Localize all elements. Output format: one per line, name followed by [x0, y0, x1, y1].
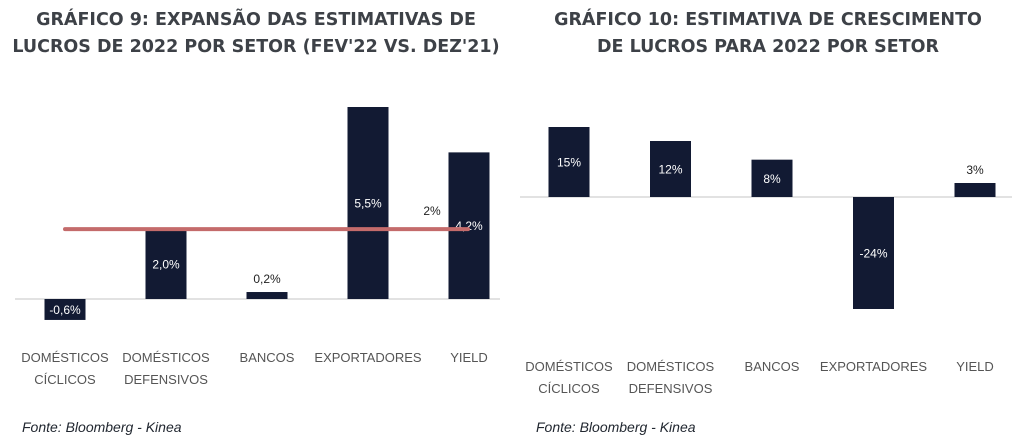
category-label: BANCOS	[240, 350, 295, 365]
chart-panel-9: GRÁFICO 9: EXPANSÃO DAS ESTIMATIVAS DE L…	[0, 7, 512, 435]
data-label: -24%	[859, 247, 887, 261]
data-label: 0,2%	[253, 272, 281, 286]
bar	[44, 299, 86, 320]
chart-title-line: GRÁFICO 9: EXPANSÃO DAS ESTIMATIVAS DE	[36, 10, 476, 30]
bar-chart: 15% DOMÉSTICOS CÍCLICOS 12% DOMÉSTICOS DEFENS…	[520, 127, 1012, 396]
category-label: YIELD	[450, 350, 488, 365]
source-note: Fonte: Bloomberg - Kinea	[536, 419, 696, 435]
data-label: 5,5%	[354, 197, 382, 211]
category-label: BANCOS	[745, 359, 800, 374]
data-label: 2,0%	[152, 258, 180, 272]
category-label: DOMÉSTICOS	[627, 359, 715, 374]
category-label: DOMÉSTICOS	[21, 350, 109, 365]
bar-chart: -0,6% DOMÉSTICOS CÍCLICOS 2,0% DOMÉSTICOS DEF…	[15, 107, 500, 387]
category-label: CÍCLICOS	[34, 372, 96, 387]
bar	[751, 159, 793, 197]
chart-title: GRÁFICO 10: ESTIMATIVA DE CRESCIMENTO DE…	[512, 7, 1024, 61]
source-note: Fonte: Bloomberg - Kinea	[22, 419, 182, 435]
category-label: EXPORTADORES	[820, 359, 927, 374]
chart-title-line: LUCROS DE 2022 POR SETOR (FEV'22 VS. DEZ…	[12, 37, 500, 57]
data-label: 8%	[763, 172, 781, 186]
bar	[145, 229, 187, 299]
chart-title-line: DE LUCROS PARA 2022 POR SETOR	[597, 37, 939, 57]
bar	[448, 152, 490, 299]
category-label: DOMÉSTICOS	[525, 359, 613, 374]
category-label: DOMÉSTICOS	[122, 350, 210, 365]
category-label: DEFENSIVOS	[629, 381, 713, 396]
reference-line-label: 2%	[423, 204, 441, 218]
bar	[650, 141, 691, 197]
category-label: EXPORTADORES	[314, 350, 421, 365]
data-label: 3%	[966, 163, 984, 177]
category-label: YIELD	[956, 359, 994, 374]
chart-title-line: GRÁFICO 10: ESTIMATIVA DE CRESCIMENTO	[554, 10, 982, 30]
bar	[954, 183, 996, 197]
data-label: 12%	[658, 163, 682, 177]
chart-panel-10: GRÁFICO 10: ESTIMATIVA DE CRESCIMENTO DE…	[512, 0, 1024, 447]
bar	[548, 127, 590, 197]
bar	[347, 107, 389, 299]
bar	[246, 292, 288, 299]
category-label: DEFENSIVOS	[124, 372, 208, 387]
chart-title: GRÁFICO 9: EXPANSÃO DAS ESTIMATIVAS DE L…	[0, 7, 512, 61]
data-label: 15%	[557, 156, 581, 170]
category-label: CÍCLICOS	[538, 381, 600, 396]
data-label: -0,6%	[49, 303, 81, 317]
bar	[853, 197, 894, 309]
